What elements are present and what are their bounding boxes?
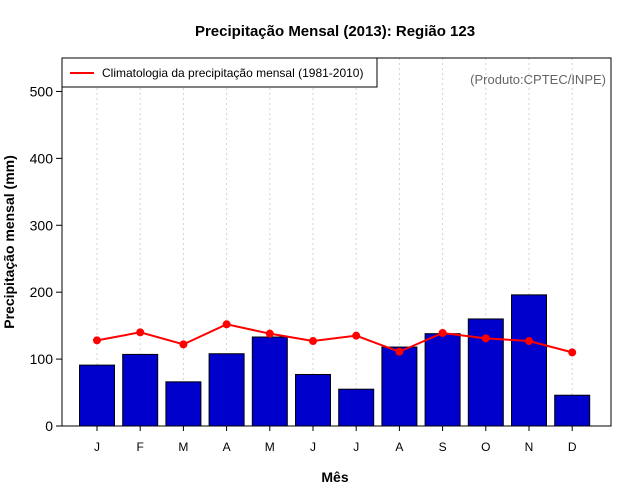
x-tick-label: M [178,440,188,454]
bars [79,294,591,427]
climatology-point-10 [525,337,533,346]
bar-11 [554,394,591,427]
x-tick-label: J [94,440,100,454]
y-axis-label: Precipitação mensal (mm) [1,155,17,329]
climatology-point-6 [352,331,361,340]
y-tick-label: 0 [45,418,53,434]
bar-4 [251,336,288,427]
x-axis-label: Mês [321,469,348,485]
bar-6 [338,388,375,427]
x-tick-label: N [525,440,534,454]
climatology-point-8 [438,328,447,337]
climatology-point-7 [395,347,404,356]
x-tick-label: J [353,440,359,454]
bar-0 [79,364,115,427]
climatology-point-5 [309,337,317,346]
source-annotation: (Produto:CPTEC/INPE) [470,72,606,87]
x-tick-label: D [568,440,577,454]
x-tick-label: M [265,440,275,454]
climatology-line [93,320,577,357]
y-tick-label: 400 [30,150,54,166]
x-tick-label: A [223,440,231,454]
x-tick-label: A [395,440,403,454]
bar-7 [381,346,418,427]
bar-5 [295,373,331,427]
bar-3 [208,353,245,427]
axes: 0 100 200 300 400 500 J F M A M J J A S O N D [30,83,577,454]
x-tick-label: S [439,440,447,454]
climatology-point-1 [136,328,145,337]
climatology-point-11 [568,348,577,357]
bar-8 [424,333,461,427]
bar-10 [511,294,547,427]
x-tick-label: F [137,440,144,454]
legend-box [61,57,378,88]
chart-title: Precipitação Mensal (2013): Região 123 [195,23,475,40]
x-tick-label: O [481,440,490,454]
y-tick-label: 100 [30,351,54,367]
y-tick-label: 200 [30,284,54,300]
legend: Climatologia da precipitação mensal (198… [61,57,378,88]
bar-1 [122,353,159,427]
y-tick-label: 500 [30,83,54,99]
climatology-point-3 [222,320,231,329]
climatology-point-9 [481,334,490,343]
y-tick-label: 300 [30,217,54,233]
climatology-point-0 [93,336,101,345]
climatology-point-2 [179,340,188,349]
x-tick-label: J [310,440,316,454]
legend-entry: Climatologia da precipitação mensal (198… [102,66,363,80]
bar-2 [165,381,202,427]
climatology-point-4 [265,329,274,338]
climatology-polyline [96,323,573,354]
